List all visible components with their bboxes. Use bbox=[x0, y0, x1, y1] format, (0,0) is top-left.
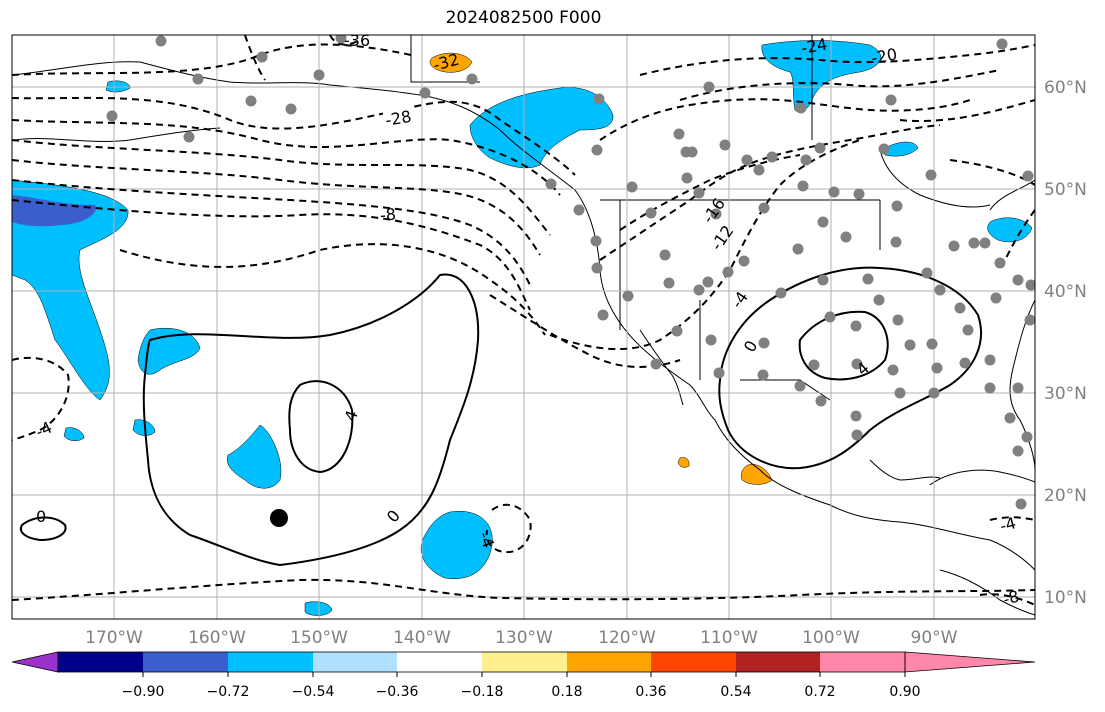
lat-label: 50°N bbox=[1044, 180, 1087, 200]
colorbar-tick-label: −0.36 bbox=[376, 684, 419, 700]
contour-label: -4 bbox=[998, 513, 1018, 535]
orange-region-baja bbox=[677, 457, 690, 468]
plot-title: 2024082500 F000 bbox=[445, 8, 602, 28]
lon-label: 130°W bbox=[495, 628, 553, 648]
contour-label: -24 bbox=[800, 35, 829, 58]
contour-label: -36 bbox=[344, 31, 370, 50]
blue-region-greatlakes bbox=[987, 217, 1033, 243]
station-dots bbox=[106, 35, 1035, 510]
colorbar-segment bbox=[820, 652, 905, 672]
negative-contours bbox=[12, 35, 1035, 606]
colorbar-extend-left bbox=[11, 651, 59, 673]
lon-label: 150°W bbox=[290, 628, 348, 648]
darkblue-region-west-pacific bbox=[12, 195, 96, 227]
colorbar-segment bbox=[397, 652, 482, 672]
contour-label: -4 bbox=[475, 529, 498, 550]
colorbar-tick-label: −0.72 bbox=[207, 684, 250, 700]
colorbar-tick-label: 0.36 bbox=[635, 684, 666, 700]
lon-label: 120°W bbox=[598, 628, 656, 648]
blue-region-canada bbox=[761, 40, 882, 113]
colorbar-segment bbox=[143, 652, 228, 672]
colorbar-segment bbox=[482, 652, 567, 672]
lat-label: 30°N bbox=[1044, 384, 1087, 404]
lon-label: 90°W bbox=[911, 628, 958, 648]
lon-label: 170°W bbox=[85, 628, 143, 648]
hawaii-marker bbox=[270, 509, 288, 527]
longitude-labels: 170°W 160°W 150°W 140°W 130°W 120°W 110°… bbox=[85, 628, 958, 648]
contour-label: -20 bbox=[870, 45, 899, 68]
latitude-labels: 60°N 50°N 40°N 30°N 20°N 10°N bbox=[1044, 78, 1087, 608]
blue-region-alaska-small bbox=[105, 80, 131, 93]
colorbar-tick-label: −0.90 bbox=[122, 684, 165, 700]
lat-label: 60°N bbox=[1044, 78, 1087, 98]
orange-region-alaska bbox=[429, 52, 473, 73]
positive-contours bbox=[20, 266, 983, 567]
colorbar-tick-label: −0.18 bbox=[461, 684, 504, 700]
colorbar-ticks bbox=[142, 672, 906, 677]
blue-region-bc bbox=[469, 87, 614, 169]
blue-region-hawaii bbox=[227, 424, 282, 489]
colorbar: −0.90 −0.72 −0.54 −0.36 −0.18 0.18 0.36 … bbox=[11, 651, 1036, 700]
colorbar-tick-label: 0.72 bbox=[804, 684, 835, 700]
colorbar-segment bbox=[736, 652, 820, 672]
blue-region-south bbox=[420, 511, 493, 579]
colorbar-segment bbox=[313, 652, 397, 672]
blue-region-3 bbox=[63, 427, 85, 441]
map-frame bbox=[11, 34, 1036, 620]
contour-label: 0 bbox=[36, 507, 46, 526]
lon-label: 100°W bbox=[802, 628, 860, 648]
colorbar-segment bbox=[228, 652, 313, 672]
contour-label: -4 bbox=[33, 418, 55, 442]
colorbar-tick-label: 0.90 bbox=[889, 684, 920, 700]
contour-label: -8 bbox=[379, 205, 397, 225]
contour-label: -8 bbox=[1001, 587, 1021, 609]
lat-label: 40°N bbox=[1044, 282, 1087, 302]
lon-label: 140°W bbox=[393, 628, 451, 648]
colorbar-tick-label: 0.18 bbox=[551, 684, 582, 700]
grid-lines bbox=[12, 35, 1035, 619]
lat-label: 10°N bbox=[1044, 588, 1087, 608]
blue-region-west-pacific bbox=[12, 179, 129, 401]
colorbar-tick-label: −0.54 bbox=[292, 684, 335, 700]
lon-label: 160°W bbox=[188, 628, 246, 648]
colorbar-tick-label: 0.54 bbox=[720, 684, 751, 700]
colorbar-segment bbox=[58, 652, 143, 672]
shaded-regions bbox=[12, 40, 1033, 616]
colorbar-segment bbox=[651, 652, 736, 672]
blue-region-hudson bbox=[884, 141, 919, 157]
contour-label: -28 bbox=[384, 107, 413, 130]
colorbar-extend-right bbox=[904, 651, 1036, 673]
colorbar-segment bbox=[567, 652, 651, 672]
orange-region-mexico bbox=[741, 464, 773, 485]
lon-label: 110°W bbox=[700, 628, 758, 648]
lat-label: 20°N bbox=[1044, 486, 1087, 506]
